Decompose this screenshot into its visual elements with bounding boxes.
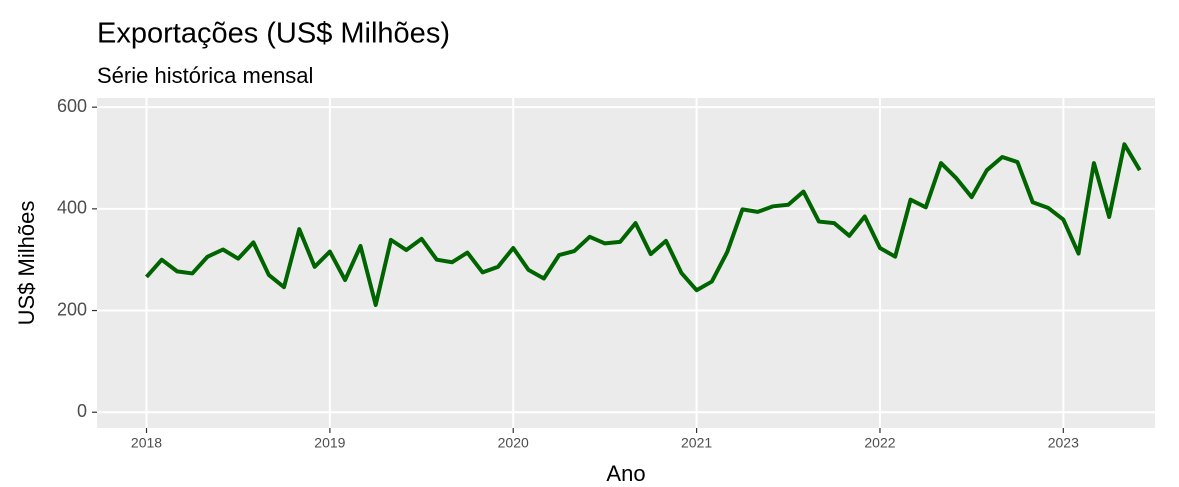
plot-panel: [97, 98, 1155, 428]
y-tick-label: 0: [77, 401, 87, 421]
x-tick-label: 2020: [498, 435, 529, 451]
y-axis-label: US$ Milhões: [14, 201, 39, 326]
y-tick-label: 400: [57, 198, 87, 218]
data-line: [145, 142, 1142, 307]
x-tick-label: 2018: [131, 435, 162, 451]
x-tick-label: 2021: [681, 435, 712, 451]
x-axis-label: Ano: [606, 461, 645, 486]
y-tick-label: 200: [57, 299, 87, 319]
x-tick-label: 2022: [864, 435, 895, 451]
x-tick-label: 2019: [314, 435, 345, 451]
y-tick-label: 600: [57, 96, 87, 116]
chart-title: Exportações (US$ Milhões): [97, 18, 450, 50]
chart-subtitle: Série histórica mensal: [97, 63, 313, 88]
x-tick-label: 2023: [1048, 435, 1079, 451]
